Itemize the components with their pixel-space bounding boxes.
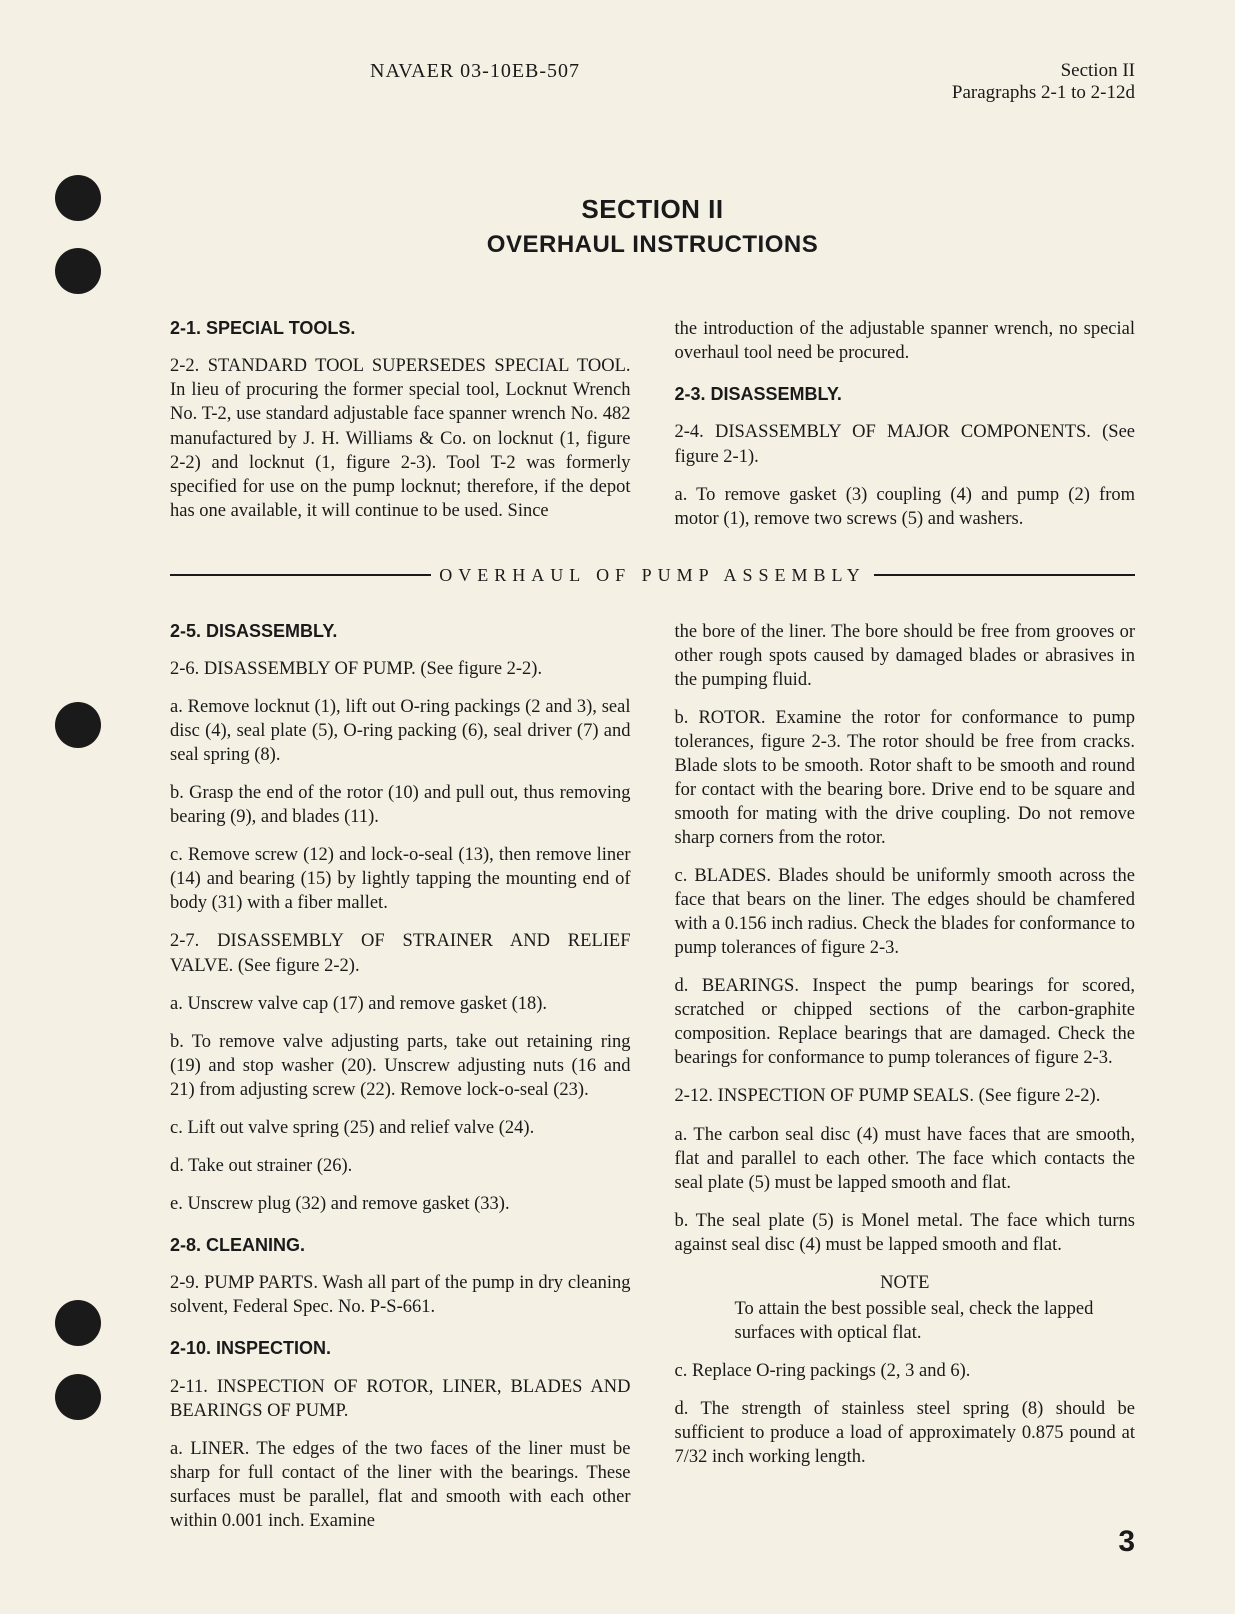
top-columns: 2-1. SPECIAL TOOLS. 2-2. STANDARD TOOL S… [170,299,1135,545]
heading-2-10: 2-10. INSPECTION. [170,1337,631,1360]
top-left-column: 2-1. SPECIAL TOOLS. 2-2. STANDARD TOOL S… [170,299,631,545]
binder-hole [55,1300,101,1346]
para-2-6: 2-6. DISASSEMBLY OF PUMP. (See figure 2-… [170,657,631,681]
para-2-2: 2-2. STANDARD TOOL SUPERSEDES SPECIAL TO… [170,354,631,522]
heading-2-1: 2-1. SPECIAL TOOLS. [170,317,631,340]
bottom-columns: 2-5. DISASSEMBLY. 2-6. DISASSEMBLY OF PU… [170,602,1135,1547]
para-2-11b: b. ROTOR. Examine the rotor for conforma… [675,706,1136,850]
paragraph-range: Paragraphs 2-1 to 2-12d [952,82,1135,104]
document-page: NAVAER 03-10EB-507 Section II Paragraphs… [0,0,1235,1587]
divider-text: OVERHAUL OF PUMP ASSEMBLY [431,565,873,586]
heading-2-3: 2-3. DISASSEMBLY. [675,383,1136,406]
para-2-2-cont: the introduction of the adjustable spann… [675,317,1136,365]
divider: OVERHAUL OF PUMP ASSEMBLY [170,565,1135,586]
para-2-4a: a. To remove gasket (3) coupling (4) and… [675,483,1136,531]
top-right-column: the introduction of the adjustable spann… [675,299,1136,545]
para-2-12c: c. Replace O-ring packings (2, 3 and 6). [675,1359,1136,1383]
document-id: NAVAER 03-10EB-507 [370,60,580,83]
para-2-9: 2-9. PUMP PARTS. Wash all part of the pu… [170,1271,631,1319]
note-heading: NOTE [675,1271,1136,1295]
para-2-12: 2-12. INSPECTION OF PUMP SEALS. (See fig… [675,1084,1136,1108]
para-2-11d: d. BEARINGS. Inspect the pump bearings f… [675,974,1136,1070]
para-2-11a-cont: the bore of the liner. The bore should b… [675,620,1136,692]
para-2-7b: b. To remove valve adjusting parts, take… [170,1030,631,1102]
page-number: 3 [1118,1525,1135,1559]
para-2-7: 2-7. DISASSEMBLY OF STRAINER AND RELIEF … [170,929,631,977]
para-2-7e: e. Unscrew plug (32) and remove gasket (… [170,1192,631,1216]
section-label: Section II [952,60,1135,82]
para-2-12d: d. The strength of stainless steel sprin… [675,1397,1136,1469]
section-subtitle: OVERHAUL INSTRUCTIONS [170,231,1135,259]
bottom-right-column: the bore of the liner. The bore should b… [675,602,1136,1547]
para-2-7d: d. Take out strainer (26). [170,1154,631,1178]
para-2-7c: c. Lift out valve spring (25) and relief… [170,1116,631,1140]
binder-hole [55,702,101,748]
para-2-11c: c. BLADES. Blades should be uniformly sm… [675,864,1136,960]
para-2-7a: a. Unscrew valve cap (17) and remove gas… [170,992,631,1016]
page-header: NAVAER 03-10EB-507 Section II Paragraphs… [170,60,1135,104]
para-2-6a: a. Remove locknut (1), lift out O-ring p… [170,695,631,767]
note-body: To attain the best possible seal, check … [675,1297,1136,1345]
para-2-11a: a. LINER. The edges of the two faces of … [170,1437,631,1533]
heading-2-8: 2-8. CLEANING. [170,1234,631,1257]
section-title: SECTION II [170,194,1135,225]
para-2-11: 2-11. INSPECTION OF ROTOR, LINER, BLADES… [170,1375,631,1423]
para-2-4: 2-4. DISASSEMBLY OF MAJOR COMPONENTS. (S… [675,420,1136,468]
bottom-left-column: 2-5. DISASSEMBLY. 2-6. DISASSEMBLY OF PU… [170,602,631,1547]
header-right: Section II Paragraphs 2-1 to 2-12d [952,60,1135,104]
divider-line-right [874,574,1135,576]
binder-hole [55,1374,101,1420]
para-2-12a: a. The carbon seal disc (4) must have fa… [675,1123,1136,1195]
para-2-12b: b. The seal plate (5) is Monel metal. Th… [675,1209,1136,1257]
divider-line-left [170,574,431,576]
binder-hole [55,248,101,294]
para-2-6c: c. Remove screw (12) and lock-o-seal (13… [170,843,631,915]
heading-2-5: 2-5. DISASSEMBLY. [170,620,631,643]
binder-hole [55,175,101,221]
para-2-6b: b. Grasp the end of the rotor (10) and p… [170,781,631,829]
